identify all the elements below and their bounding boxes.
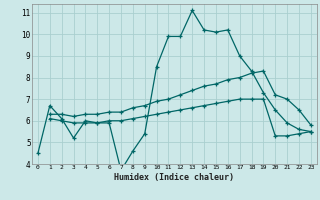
- X-axis label: Humidex (Indice chaleur): Humidex (Indice chaleur): [115, 173, 234, 182]
